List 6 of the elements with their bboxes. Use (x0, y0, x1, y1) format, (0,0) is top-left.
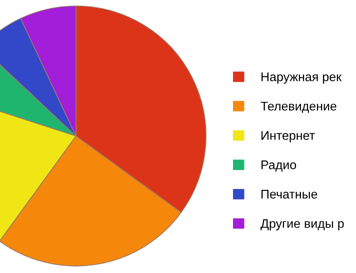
legend-label: Интернет (262, 131, 315, 142)
legend-label: Другие виды р (260, 219, 344, 230)
legend-label: Телевидение (260, 102, 336, 113)
legend-label: Радио (262, 160, 296, 172)
legend-label: Наружная рек (262, 72, 342, 84)
legend-label: Печатные (262, 190, 318, 199)
